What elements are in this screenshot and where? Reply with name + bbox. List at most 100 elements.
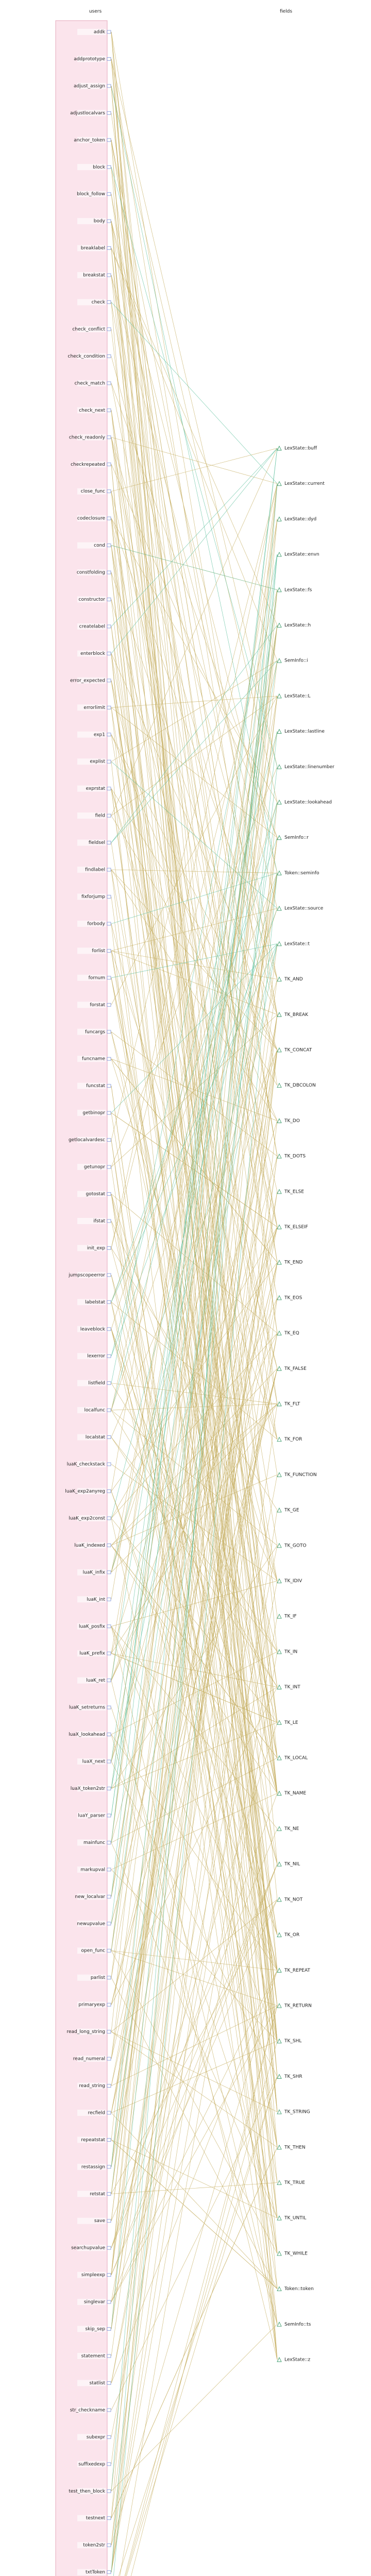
edge bbox=[111, 1121, 278, 2464]
field-label: TK_AND bbox=[284, 977, 303, 982]
edge bbox=[111, 1475, 278, 2383]
edge bbox=[111, 1049, 278, 1897]
user-label: luaK_indexed bbox=[74, 1543, 105, 1548]
field-marker bbox=[277, 2003, 282, 2008]
user-box bbox=[77, 2434, 106, 2441]
user-port bbox=[107, 1138, 111, 1142]
user-box bbox=[77, 569, 106, 576]
user-port bbox=[107, 2192, 111, 2196]
edges bbox=[111, 31, 278, 2576]
user-label: forbody bbox=[87, 921, 105, 926]
field-label: TK_FLT bbox=[284, 1402, 300, 1407]
user-port bbox=[107, 895, 111, 899]
field-label: TK_SHR bbox=[284, 2074, 302, 2079]
user-box bbox=[77, 1947, 106, 1954]
edge bbox=[111, 802, 278, 2572]
field-marker bbox=[277, 1047, 282, 1053]
user-port bbox=[107, 1354, 111, 1358]
edge bbox=[111, 194, 278, 1157]
edge bbox=[111, 815, 278, 1086]
edge bbox=[111, 1383, 278, 1652]
user-label: exprstat bbox=[86, 786, 106, 791]
user-port bbox=[107, 1679, 111, 1683]
field-marker bbox=[277, 516, 282, 521]
field-marker bbox=[277, 587, 282, 592]
field-marker bbox=[277, 622, 282, 628]
user-port bbox=[107, 1516, 111, 1520]
field-marker bbox=[277, 1012, 282, 1017]
user-box bbox=[77, 2217, 106, 2224]
edge bbox=[111, 1626, 278, 2041]
edge bbox=[111, 1121, 278, 1654]
user-label: luaX_next bbox=[82, 1759, 106, 1765]
user-port bbox=[107, 1165, 111, 1169]
edge bbox=[111, 1049, 278, 2572]
edge bbox=[111, 1156, 278, 2357]
edge bbox=[111, 302, 278, 484]
user-port bbox=[107, 2516, 111, 2520]
field-label: LexState::current bbox=[284, 481, 325, 486]
user-label: getlocalvardesc bbox=[69, 1138, 105, 1143]
edge bbox=[111, 660, 278, 2140]
user-box bbox=[77, 650, 106, 657]
user-label: addk bbox=[94, 30, 106, 35]
user-label: statlist bbox=[90, 2381, 106, 2386]
edge bbox=[111, 1113, 278, 2147]
edge bbox=[111, 329, 278, 1723]
edge bbox=[111, 1864, 278, 2248]
field-label: SemInfo::i bbox=[284, 658, 308, 664]
edge bbox=[111, 1194, 278, 2360]
edge bbox=[111, 1262, 278, 2518]
user-port bbox=[107, 1219, 111, 1223]
user-box bbox=[77, 1217, 106, 1224]
user-box bbox=[77, 1866, 106, 1873]
user-port bbox=[107, 1327, 111, 1331]
user-port bbox=[107, 2489, 111, 2493]
field-marker bbox=[277, 1401, 282, 1406]
edge bbox=[111, 873, 278, 1302]
user-label: fixforjump bbox=[81, 894, 105, 900]
edge bbox=[111, 518, 278, 1404]
user-box bbox=[77, 1785, 106, 1792]
user-box bbox=[77, 1650, 106, 1657]
edge bbox=[111, 483, 278, 1248]
user-port bbox=[107, 2003, 111, 2007]
user-box bbox=[77, 1110, 106, 1116]
user-port bbox=[107, 516, 111, 520]
user-box bbox=[77, 2569, 106, 2575]
field-marker bbox=[277, 1790, 282, 1796]
edge bbox=[111, 626, 278, 2041]
user-box bbox=[77, 893, 106, 900]
user-box bbox=[77, 407, 106, 414]
edge bbox=[111, 653, 278, 1581]
field-label: LexState::fs bbox=[284, 587, 312, 592]
field-label: TK_IF bbox=[284, 1614, 297, 1619]
user-box bbox=[77, 1488, 106, 1495]
user-label: createlabel bbox=[79, 624, 105, 629]
edge bbox=[111, 1651, 278, 1735]
user-port bbox=[107, 1246, 111, 1250]
edge bbox=[111, 1221, 278, 1971]
edge bbox=[111, 1329, 278, 2041]
edge bbox=[111, 873, 278, 1951]
field-label: TK_NAME bbox=[284, 1791, 307, 1796]
edge bbox=[111, 788, 278, 1439]
user-box bbox=[77, 1974, 106, 1981]
edge bbox=[111, 1140, 278, 2325]
user-label: check_condition bbox=[68, 354, 105, 359]
user-port bbox=[107, 544, 111, 548]
edge bbox=[111, 842, 278, 1935]
user-label: getunopr bbox=[84, 1165, 105, 1170]
field-label: TK_LE bbox=[284, 1720, 298, 1725]
user-label: check bbox=[92, 300, 106, 305]
user-label: leaveblock bbox=[80, 1327, 106, 1332]
edge bbox=[111, 59, 278, 2041]
user-box bbox=[77, 623, 106, 630]
user-label: ifstat bbox=[93, 1218, 105, 1224]
user-box bbox=[77, 1380, 106, 1386]
field-label: LexState::envn bbox=[284, 552, 319, 557]
edge bbox=[111, 696, 278, 2167]
user-label: block_follow bbox=[77, 192, 105, 197]
edge bbox=[111, 1403, 278, 1573]
user-port bbox=[107, 1733, 111, 1736]
